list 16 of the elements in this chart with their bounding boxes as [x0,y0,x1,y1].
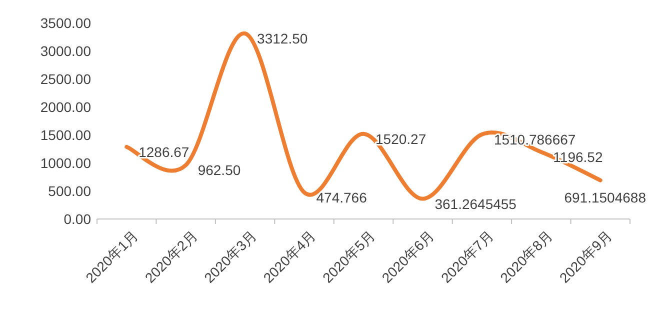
data-label: 691.1504688 [564,189,646,206]
data-label: 1286.67 [138,144,190,160]
data-label: 3312.50 [257,30,308,46]
y-tick-label: 1000.00 [40,155,92,171]
y-tick-label: 2500.00 [40,71,92,87]
y-tick-label: 1500.00 [40,127,92,143]
y-tick-label: 500.00 [48,183,92,199]
data-label: 962.50 [198,162,241,178]
data-label: 1520.27 [376,130,426,147]
y-tick-label: 0.00 [64,211,92,227]
y-tick-label: 3500.00 [40,15,92,31]
y-tick-label: 3000.00 [40,43,92,59]
y-tick-label: 2000.00 [40,99,92,115]
data-label: 474.766 [316,189,368,206]
data-label: 1196.52 [553,148,603,165]
data-label: 361.2645455 [434,196,517,212]
